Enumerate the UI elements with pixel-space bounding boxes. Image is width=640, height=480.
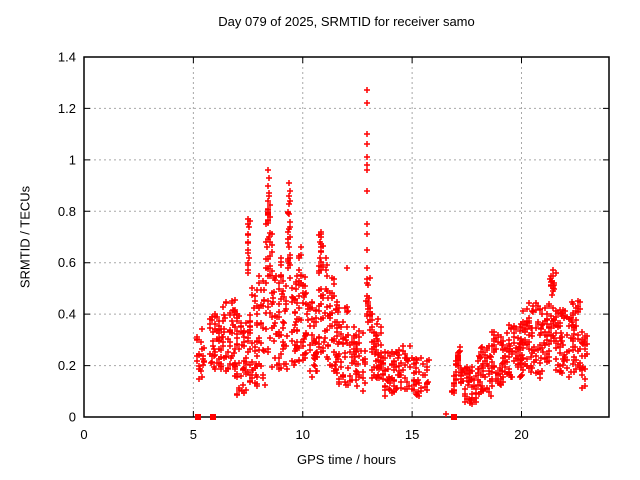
zero-marker	[451, 414, 457, 420]
x-tick-label: 15	[405, 427, 419, 442]
zero-marker	[210, 414, 216, 420]
scatter-points	[194, 87, 590, 417]
y-tick-label: 1.4	[58, 50, 76, 65]
x-axis-label: GPS time / hours	[297, 452, 396, 467]
x-tick-label: 10	[296, 427, 310, 442]
y-tick-label: 0.6	[58, 255, 76, 270]
x-tick-label: 5	[190, 427, 197, 442]
y-tick-label: 1	[69, 152, 76, 167]
chart-title: Day 079 of 2025, SRMTID for receiver sam…	[218, 14, 475, 29]
zero-marker	[195, 414, 201, 420]
x-tick-label: 0	[80, 427, 87, 442]
grid-lines	[84, 56, 609, 417]
y-tick-label: 1.2	[58, 101, 76, 116]
y-tick-label: 0.8	[58, 204, 76, 219]
y-tick-label: 0.2	[58, 358, 76, 373]
y-tick-label: 0.4	[58, 307, 76, 322]
y-tick-label: 0	[69, 410, 76, 425]
x-tick-label: 20	[514, 427, 528, 442]
plot-border	[83, 56, 610, 418]
